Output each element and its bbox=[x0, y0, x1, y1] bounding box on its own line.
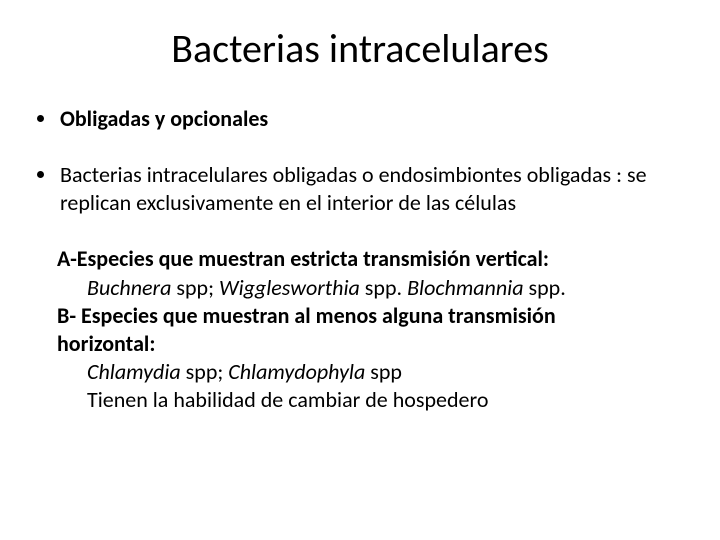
bullet-dot-icon bbox=[37, 171, 44, 178]
genus-wigglesworthia: Wigglesworthia bbox=[219, 274, 360, 301]
sub-a-examples: Buchnera spp; Wigglesworthia spp. Blochm… bbox=[57, 274, 685, 302]
genus-chlamydophyla: Chlamydophyla bbox=[228, 358, 365, 385]
bullet-item-1: Obligadas y opcionales bbox=[35, 105, 685, 133]
text-span: spp bbox=[365, 358, 402, 385]
sub-block: A-Especies que muestran estricta transmi… bbox=[35, 245, 685, 414]
slide-title: Bacterias intracelulares bbox=[35, 24, 685, 73]
sub-b-heading-line2: horizontal: bbox=[57, 330, 685, 358]
genus-buchnera: Buchnera bbox=[87, 274, 171, 301]
genus-blochmannia: Blochmannia bbox=[407, 274, 523, 301]
sub-b-heading-line1: B- Especies que muestran al menos alguna… bbox=[57, 302, 685, 330]
sub-b-note: Tienen la habilidad de cambiar de hosped… bbox=[57, 386, 685, 414]
text-span: spp. bbox=[360, 274, 407, 301]
bullet-dot-icon bbox=[37, 115, 44, 122]
sub-b-examples: Chlamydia spp; Chlamydophyla spp bbox=[57, 358, 685, 386]
text-span: spp. bbox=[524, 274, 566, 301]
text-span: spp; bbox=[181, 358, 229, 385]
genus-chlamydia: Chlamydia bbox=[87, 358, 181, 385]
sub-a-heading: A-Especies que muestran estricta transmi… bbox=[57, 245, 685, 273]
text-span: spp; bbox=[171, 274, 219, 301]
bullet-item-2: Bacterias intracelulares obligadas o end… bbox=[35, 161, 685, 217]
bullet-2-text: Bacterias intracelulares obligadas o end… bbox=[60, 161, 685, 217]
bullet-1-text: Obligadas y opcionales bbox=[60, 105, 268, 133]
